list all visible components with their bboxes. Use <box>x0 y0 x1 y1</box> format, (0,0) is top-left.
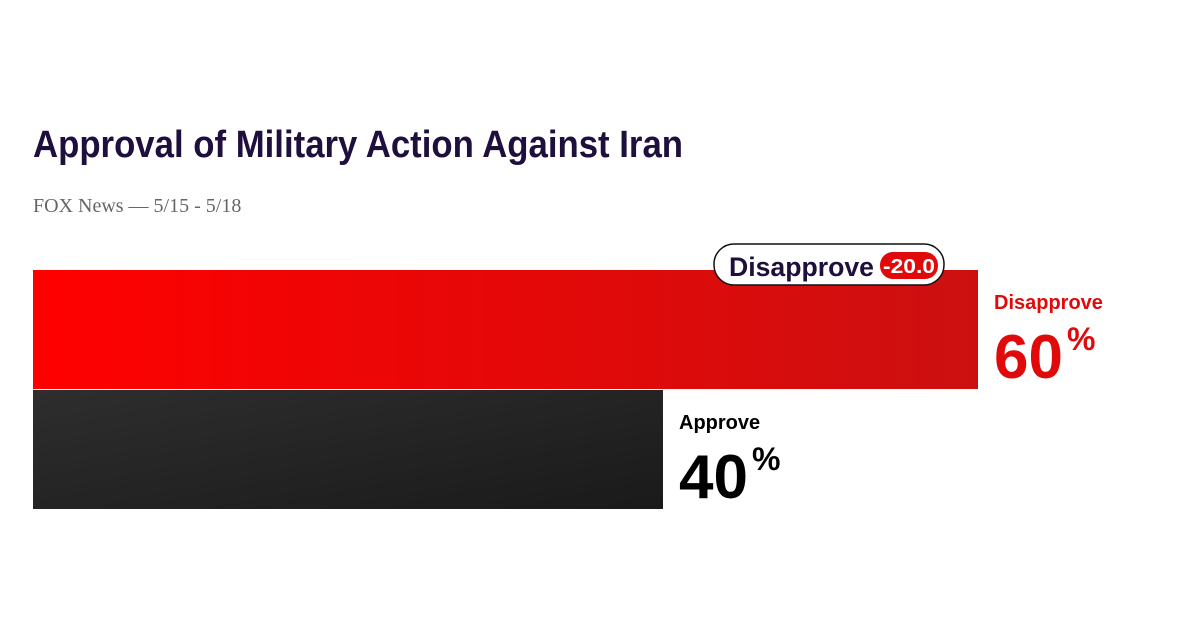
lead-badge: Disapprove -20.0 <box>713 243 945 286</box>
badge-value: -20.0 <box>883 256 935 278</box>
value-unit: % <box>1067 321 1095 357</box>
bar <box>33 390 663 509</box>
badge-name: Disapprove <box>729 252 874 282</box>
value-unit: % <box>752 441 780 477</box>
badge-pill <box>880 252 938 279</box>
value-number: 60 <box>994 323 1063 392</box>
value-number: 40 <box>679 443 748 512</box>
value-label: 40% <box>679 441 780 512</box>
series-label: Approve <box>679 412 760 434</box>
bar <box>33 270 978 389</box>
series-label: Disapprove <box>994 292 1103 314</box>
value-label: 60% <box>994 321 1095 392</box>
chart-title: Approval of Military Action Against Iran <box>33 124 683 166</box>
chart-subtitle: FOX News — 5/15 - 5/18 <box>33 195 241 217</box>
